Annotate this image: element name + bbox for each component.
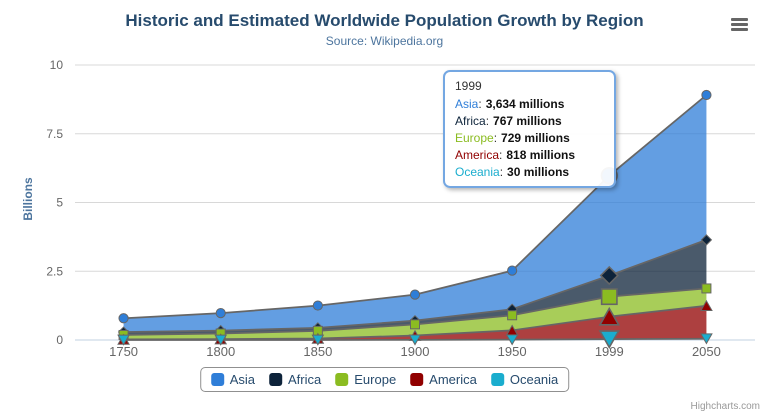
y-axis-label: 2.5 <box>46 264 63 278</box>
legend-label: Africa <box>288 372 322 387</box>
marker-africa-1999[interactable] <box>599 265 619 286</box>
marker-america-2050[interactable] <box>700 299 713 312</box>
legend-swatch <box>335 373 349 386</box>
legend-label: America <box>429 372 477 387</box>
y-axis-label: 10 <box>50 58 64 72</box>
marker-europe-1950[interactable] <box>507 310 518 321</box>
y-axis-label: 0 <box>56 333 63 347</box>
y-axis-label: 5 <box>56 196 63 210</box>
marker-oceania-2050[interactable] <box>700 333 713 345</box>
marker-asia-1900[interactable] <box>409 289 421 300</box>
area-america[interactable] <box>123 305 707 340</box>
x-axis-label[interactable]: 1750 <box>109 344 138 359</box>
chart-subtitle: Source: Wikipedia.org <box>325 34 444 48</box>
marker-europe-2050[interactable] <box>701 283 712 294</box>
x-axis-label[interactable]: 1800 <box>206 344 235 359</box>
marker-oceania-1750[interactable] <box>117 334 130 346</box>
chart-title: Historic and Estimated Worldwide Populat… <box>125 11 644 30</box>
marker-oceania-1850[interactable] <box>311 334 325 346</box>
x-axis-label[interactable]: 1900 <box>401 344 430 359</box>
marker-europe-1900[interactable] <box>410 319 420 330</box>
x-axis-label[interactable]: 1850 <box>303 344 332 359</box>
legend-item-america[interactable]: America <box>410 372 477 387</box>
marker-asia-1950[interactable] <box>507 265 518 276</box>
hamburger-icon <box>731 18 748 31</box>
y-axis-label: 7.5 <box>46 127 63 141</box>
marker-oceania-1800[interactable] <box>214 334 228 346</box>
context-menu-button[interactable] <box>731 18 748 32</box>
marker-america-1999[interactable] <box>598 306 621 326</box>
credits-link[interactable]: Highcharts.com <box>690 401 760 412</box>
legend-item-europe[interactable]: Europe <box>335 372 396 387</box>
legend-swatch <box>269 373 283 386</box>
legend-label: Asia <box>229 372 256 387</box>
legend-label: Oceania <box>509 372 559 387</box>
legend-swatch <box>410 373 424 386</box>
marker-europe-1999[interactable] <box>600 288 618 306</box>
marker-oceania-1950[interactable] <box>505 334 519 346</box>
legend-item-oceania[interactable]: Oceania <box>490 372 559 387</box>
marker-asia-2050[interactable] <box>701 89 712 101</box>
marker-oceania-1900[interactable] <box>408 334 422 346</box>
marker-oceania-1999[interactable] <box>598 330 621 349</box>
marker-asia-1850[interactable] <box>312 300 323 311</box>
marker-africa-2050[interactable] <box>700 234 713 246</box>
marker-asia-1999[interactable] <box>600 166 618 185</box>
area-asia[interactable] <box>123 95 707 333</box>
area-africa[interactable] <box>123 239 707 335</box>
legend-label: Europe <box>354 372 397 387</box>
y-axis-title: Billions <box>21 177 35 221</box>
legend-swatch <box>490 373 504 386</box>
marker-asia-1800[interactable] <box>215 308 226 319</box>
legend: Asia Africa Europe America Oceania <box>199 367 570 392</box>
legend-item-asia[interactable]: Asia <box>210 372 256 387</box>
legend-item-africa[interactable]: Africa <box>269 372 321 387</box>
x-axis-label[interactable]: 2050 <box>692 344 721 359</box>
x-axis-label[interactable]: 1999 <box>595 344 624 359</box>
marker-asia-1750[interactable] <box>118 313 129 324</box>
x-axis-label[interactable]: 1950 <box>498 344 527 359</box>
legend-swatch <box>210 373 224 386</box>
